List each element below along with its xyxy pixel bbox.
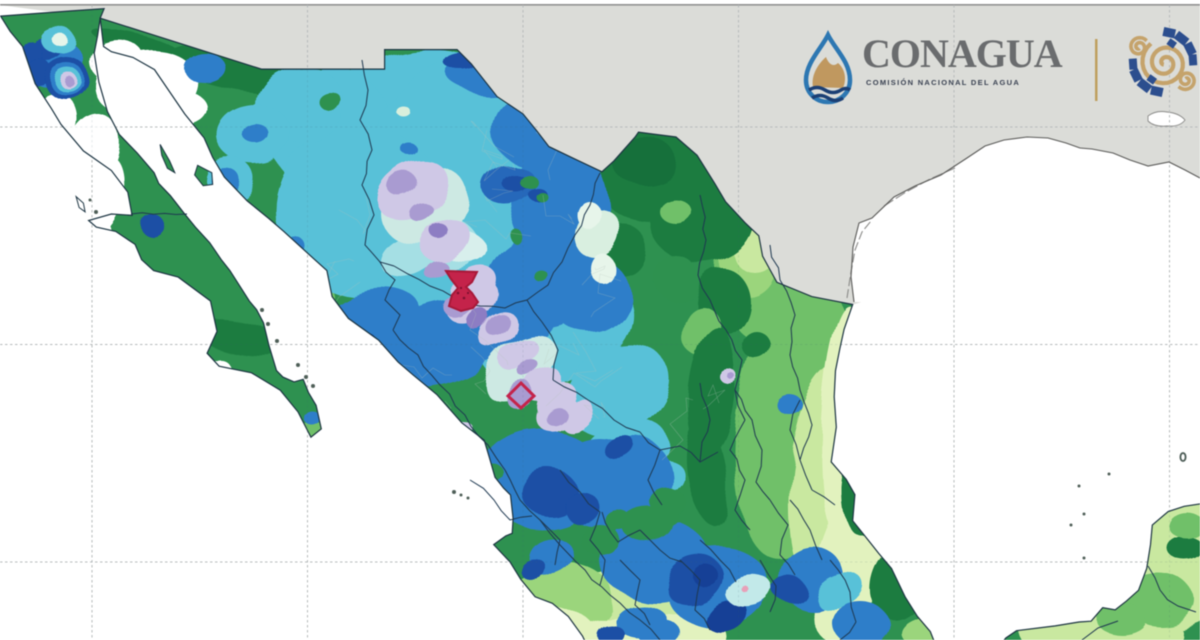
svg-text:CONAGUA: CONAGUA [862,31,1063,76]
svg-text:COMISIÓN NACIONAL DEL AGUA: COMISIÓN NACIONAL DEL AGUA [866,78,1020,87]
